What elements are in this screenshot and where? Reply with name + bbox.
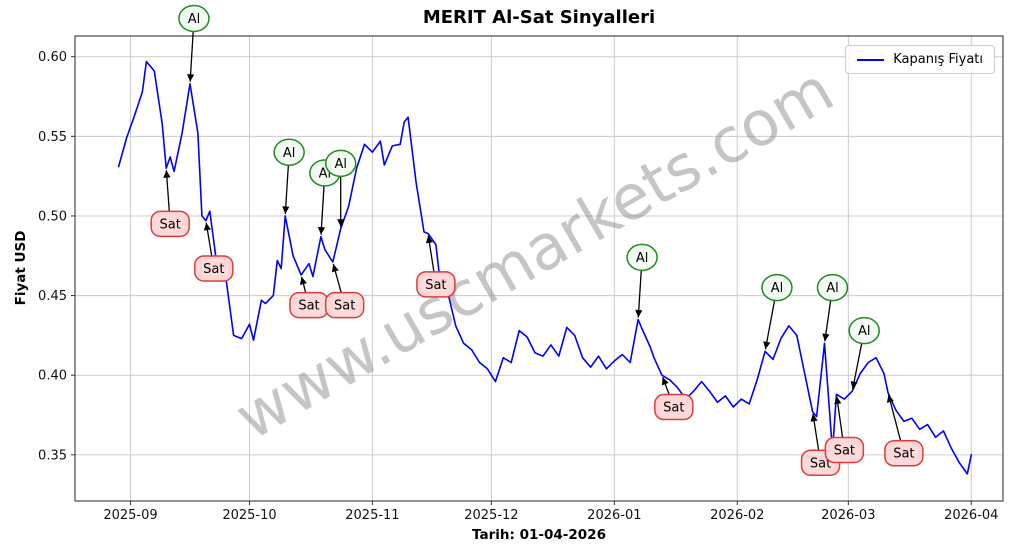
x-tick-label: 2026-04 bbox=[944, 508, 998, 523]
signal-label: Al bbox=[283, 146, 296, 161]
legend-line-sample bbox=[857, 58, 885, 61]
x-axis-label: Tarih: 01-04-2026 bbox=[472, 527, 606, 543]
signal-label: Sat bbox=[298, 299, 319, 314]
plot-border bbox=[74, 35, 1004, 502]
y-tick-label: 0.35 bbox=[38, 448, 67, 463]
y-tick-label: 0.40 bbox=[38, 369, 67, 384]
y-tick-label: 0.55 bbox=[38, 130, 67, 145]
sat-signal-marker bbox=[324, 291, 365, 319]
al-signal-marker bbox=[626, 243, 658, 272]
signal-label: Sat bbox=[425, 278, 446, 293]
x-tick-label: 2026-02 bbox=[710, 508, 764, 523]
arrowhead bbox=[822, 333, 830, 342]
al-signal-marker bbox=[324, 149, 357, 178]
x-tick-label: 2025-11 bbox=[345, 508, 399, 523]
signal-label: Sat bbox=[334, 299, 355, 314]
al-signal-marker bbox=[178, 4, 210, 33]
arrowhead bbox=[661, 377, 669, 386]
arrowhead bbox=[317, 226, 326, 235]
signal-label: Sat bbox=[810, 456, 831, 471]
x-tick-label: 2026-03 bbox=[821, 508, 875, 523]
al-signal-marker bbox=[848, 316, 880, 345]
arrowhead bbox=[886, 394, 894, 403]
signal-label: Al bbox=[858, 324, 871, 339]
arrowhead bbox=[282, 206, 290, 214]
arrowhead bbox=[203, 222, 211, 231]
sat-signal-marker bbox=[416, 271, 456, 298]
signal-label: Sat bbox=[160, 217, 181, 232]
arrowhead bbox=[834, 396, 842, 405]
arrowhead bbox=[331, 264, 339, 273]
sat-signal-marker bbox=[884, 439, 924, 467]
signal-label: Sat bbox=[203, 262, 224, 277]
y-axis-label: Fiyat USD bbox=[13, 230, 29, 306]
arrowhead bbox=[635, 309, 643, 318]
arrowhead bbox=[763, 341, 771, 350]
arrowhead bbox=[425, 235, 433, 244]
signal-label: Sat bbox=[663, 401, 684, 416]
al-signal-marker bbox=[816, 273, 849, 302]
arrowhead bbox=[163, 170, 171, 178]
signal-label: Al bbox=[334, 157, 347, 172]
al-signal-marker bbox=[273, 138, 305, 166]
sat-signal-marker bbox=[824, 436, 865, 464]
y-tick-label: 0.50 bbox=[38, 209, 67, 224]
y-tick-label: 0.60 bbox=[38, 50, 67, 65]
signal-label: Sat bbox=[893, 447, 914, 462]
signal-label: Al bbox=[188, 12, 201, 27]
x-tick-label: 2025-10 bbox=[222, 508, 276, 523]
x-tick-label: 2025-09 bbox=[103, 508, 157, 523]
sat-signal-marker bbox=[150, 210, 190, 238]
signal-label: Al bbox=[636, 251, 649, 266]
legend-label: Kapanış Fiyatı bbox=[893, 52, 983, 67]
sat-signal-marker bbox=[654, 393, 694, 421]
arrowhead bbox=[810, 413, 818, 422]
signal-label: Al bbox=[771, 281, 784, 296]
y-tick-label: 0.45 bbox=[38, 289, 67, 304]
arrowhead bbox=[337, 219, 345, 227]
price-line bbox=[117, 60, 973, 475]
signal-label: Al bbox=[826, 281, 839, 296]
chart-title: MERIT Al-Sat Sinyalleri bbox=[422, 7, 656, 28]
arrowhead bbox=[186, 74, 195, 82]
x-tick-label: 2025-12 bbox=[464, 508, 518, 523]
arrowhead bbox=[850, 381, 858, 390]
sat-signal-marker bbox=[194, 255, 234, 282]
x-tick-label: 2026-01 bbox=[587, 508, 641, 523]
signal-label: Sat bbox=[834, 444, 855, 459]
legend: Kapanış Fiyatı bbox=[845, 45, 995, 74]
al-signal-marker bbox=[761, 273, 793, 302]
arrowhead bbox=[299, 276, 307, 285]
